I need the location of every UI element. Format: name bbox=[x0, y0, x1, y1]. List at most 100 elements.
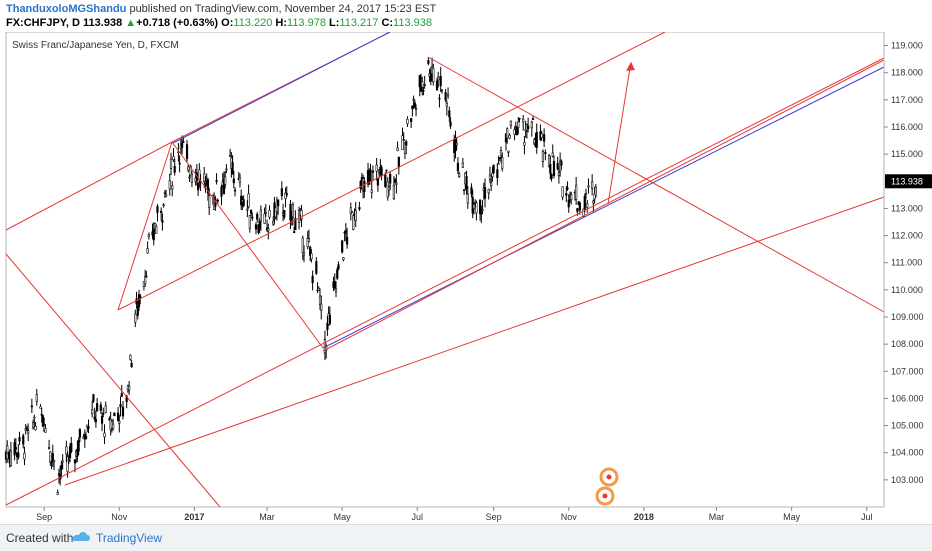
up-arrow-icon: ▲ bbox=[125, 17, 137, 29]
trendline[interactable] bbox=[5, 57, 885, 506]
trendline[interactable] bbox=[117, 141, 173, 311]
candle-body bbox=[439, 76, 442, 87]
author-link[interactable]: ThanduxoloMGShandu bbox=[6, 3, 127, 15]
candle-body bbox=[522, 118, 525, 123]
tradingview-link[interactable]: TradingView bbox=[96, 531, 163, 545]
candle-body bbox=[233, 189, 237, 192]
candle-body bbox=[423, 84, 426, 86]
candle-body bbox=[128, 385, 131, 391]
created-with-label: Created with bbox=[6, 531, 74, 545]
trendline[interactable] bbox=[427, 56, 885, 313]
candle-body bbox=[188, 176, 191, 179]
candle-body bbox=[333, 281, 336, 289]
event-markers[interactable] bbox=[595, 467, 619, 506]
x-tick-label: Sep bbox=[486, 512, 502, 522]
price-axis: 103.000 104.000 105.000 106.000 107.000 108.0… bbox=[884, 41, 932, 485]
candle-body bbox=[50, 460, 53, 463]
candle-body bbox=[334, 288, 338, 292]
candle-body bbox=[229, 155, 232, 157]
candle-body bbox=[91, 409, 94, 415]
candle-body bbox=[220, 186, 223, 197]
candle-body bbox=[440, 89, 444, 92]
candle-body bbox=[371, 170, 375, 173]
candle-body bbox=[444, 92, 447, 101]
candle-body bbox=[349, 207, 352, 215]
candle-body bbox=[369, 169, 372, 182]
candle-body bbox=[385, 169, 388, 172]
candle-body bbox=[162, 204, 165, 207]
candle-body bbox=[215, 180, 218, 182]
y-tick-label: 112.000 bbox=[891, 231, 923, 241]
candle-body bbox=[182, 141, 185, 143]
x-tick-label: May bbox=[783, 512, 801, 522]
candle-body bbox=[100, 415, 104, 424]
y-tick-label: 105.000 bbox=[891, 421, 924, 431]
candle-body bbox=[152, 229, 155, 241]
candle-body bbox=[507, 150, 510, 153]
price-chart[interactable]: Swiss Franc/Japanese Yen, D, FXCM 103.00… bbox=[0, 32, 932, 524]
candle-body bbox=[247, 193, 250, 208]
y-tick-label: 115.000 bbox=[891, 149, 923, 159]
candle-body bbox=[427, 60, 430, 64]
candle-body bbox=[483, 187, 487, 199]
trendline[interactable] bbox=[607, 61, 632, 205]
candle-body bbox=[189, 165, 192, 177]
trendline[interactable] bbox=[5, 253, 221, 508]
trendline[interactable] bbox=[117, 32, 666, 311]
candle-body bbox=[587, 185, 590, 188]
candle-body bbox=[358, 207, 361, 210]
candle-body bbox=[492, 164, 495, 173]
candle-body bbox=[465, 176, 468, 189]
symbol: FX:CHFJPY, D bbox=[6, 17, 80, 29]
trendline[interactable] bbox=[322, 59, 885, 352]
candle-body bbox=[30, 405, 33, 408]
trendline[interactable] bbox=[5, 141, 173, 231]
candle-body bbox=[121, 406, 125, 417]
footer: Created with TradingView bbox=[0, 524, 932, 551]
candle-body bbox=[567, 199, 570, 208]
candle-body bbox=[515, 126, 519, 136]
candle-body bbox=[448, 110, 451, 118]
x-tick-label: Mar bbox=[709, 512, 725, 522]
candle-body bbox=[203, 173, 206, 182]
trendline[interactable] bbox=[172, 32, 391, 144]
candle-body bbox=[445, 103, 448, 107]
trendline[interactable] bbox=[322, 66, 885, 349]
candle-body bbox=[92, 394, 95, 402]
candle-body bbox=[437, 76, 440, 81]
candle-body bbox=[23, 452, 26, 460]
candle-body bbox=[315, 261, 318, 274]
candle-body bbox=[517, 121, 520, 128]
candle-body bbox=[47, 447, 51, 449]
candle-body bbox=[180, 142, 184, 148]
candle-body bbox=[556, 162, 559, 170]
trendline[interactable] bbox=[171, 141, 324, 349]
candle-body bbox=[311, 275, 314, 284]
candle-body bbox=[583, 195, 586, 210]
last-price-tag bbox=[885, 174, 932, 189]
candle-body bbox=[264, 212, 267, 214]
candle-body bbox=[263, 213, 266, 224]
candle-body bbox=[113, 412, 116, 417]
candle-body bbox=[541, 150, 544, 162]
candle-body bbox=[531, 118, 535, 120]
y-tick-label: 103.000 bbox=[891, 475, 924, 485]
candle-body bbox=[508, 134, 511, 139]
candle-body bbox=[411, 105, 414, 109]
candle-body bbox=[40, 413, 43, 416]
candle-body bbox=[488, 174, 492, 180]
candle-body bbox=[540, 133, 543, 138]
trendline[interactable] bbox=[64, 196, 885, 486]
candle-body bbox=[118, 420, 121, 424]
candle-body bbox=[376, 178, 379, 186]
tradingview-logo-icon[interactable] bbox=[70, 529, 92, 545]
publish-line: ThanduxoloMGShandu published on TradingV… bbox=[6, 3, 436, 15]
candle-body bbox=[129, 354, 132, 360]
candle-body bbox=[481, 208, 484, 211]
candle-body bbox=[139, 295, 142, 298]
candle-body bbox=[422, 89, 425, 92]
candle-body bbox=[560, 160, 563, 166]
candle-body bbox=[103, 432, 106, 438]
candle-body bbox=[527, 125, 530, 130]
candle-body bbox=[156, 206, 159, 213]
